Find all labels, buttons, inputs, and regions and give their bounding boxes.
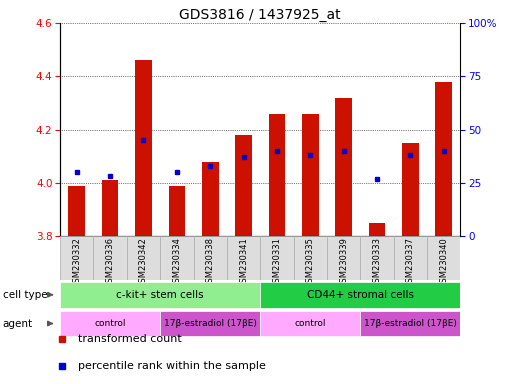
Text: percentile rank within the sample: percentile rank within the sample — [78, 361, 266, 371]
Text: GSM230340: GSM230340 — [439, 237, 448, 288]
Text: GSM230335: GSM230335 — [306, 237, 315, 288]
Bar — [227, 236, 260, 280]
Bar — [60, 282, 260, 308]
Text: GSM230333: GSM230333 — [372, 237, 381, 288]
Bar — [360, 311, 460, 336]
Text: GSM230336: GSM230336 — [106, 237, 115, 288]
Text: 17β-estradiol (17βE): 17β-estradiol (17βE) — [364, 319, 457, 328]
Title: GDS3816 / 1437925_at: GDS3816 / 1437925_at — [179, 8, 341, 22]
Bar — [293, 236, 327, 280]
Text: GSM230338: GSM230338 — [206, 237, 214, 288]
Bar — [268, 114, 285, 236]
Text: GSM230332: GSM230332 — [72, 237, 81, 288]
Text: GSM230341: GSM230341 — [239, 237, 248, 288]
Bar — [435, 82, 452, 236]
Text: GSM230334: GSM230334 — [173, 237, 181, 288]
Bar — [260, 311, 360, 336]
Bar — [94, 236, 127, 280]
Text: 17β-estradiol (17βE): 17β-estradiol (17βE) — [164, 319, 257, 328]
Text: cell type: cell type — [3, 290, 47, 300]
Bar — [202, 162, 219, 236]
Bar — [168, 185, 185, 236]
Text: transformed count: transformed count — [78, 334, 182, 344]
Bar — [369, 223, 385, 236]
Bar — [260, 282, 460, 308]
Text: GSM230337: GSM230337 — [406, 237, 415, 288]
Bar — [235, 135, 252, 236]
Text: GSM230339: GSM230339 — [339, 237, 348, 288]
Bar — [160, 236, 194, 280]
Bar — [127, 236, 160, 280]
Bar — [394, 236, 427, 280]
Bar — [302, 114, 319, 236]
Bar — [327, 236, 360, 280]
Bar — [160, 311, 260, 336]
Bar — [69, 185, 85, 236]
Text: control: control — [95, 319, 126, 328]
Bar — [60, 236, 94, 280]
Text: control: control — [294, 319, 326, 328]
Bar — [194, 236, 227, 280]
Bar — [360, 236, 393, 280]
Text: GSM230331: GSM230331 — [272, 237, 281, 288]
Bar — [427, 236, 460, 280]
Text: GSM230342: GSM230342 — [139, 237, 148, 288]
Bar — [260, 236, 293, 280]
Text: agent: agent — [3, 318, 33, 329]
Bar — [135, 60, 152, 236]
Bar — [60, 311, 160, 336]
Bar — [335, 98, 352, 236]
Text: CD44+ stromal cells: CD44+ stromal cells — [306, 290, 414, 300]
Bar — [102, 180, 119, 236]
Bar — [402, 143, 418, 236]
Text: c-kit+ stem cells: c-kit+ stem cells — [116, 290, 204, 300]
